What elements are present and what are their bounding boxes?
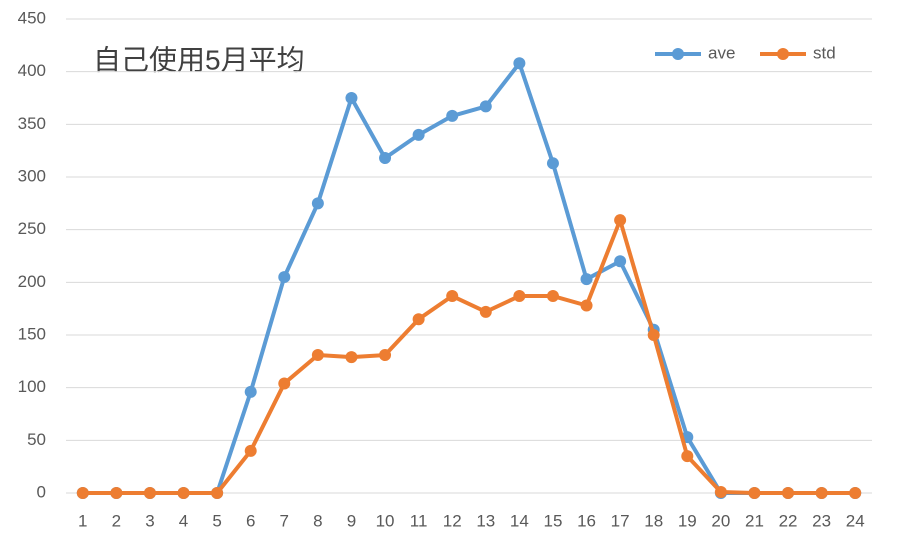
point — [614, 255, 627, 268]
point — [412, 313, 425, 326]
y-tick-label: 50 — [27, 430, 46, 449]
point — [513, 290, 526, 303]
legend-marker — [777, 48, 789, 60]
y-tick-label: 200 — [18, 272, 46, 291]
series-line — [82, 61, 856, 495]
point — [580, 273, 593, 286]
point — [278, 271, 291, 284]
y-tick-label: 100 — [18, 377, 46, 396]
x-tick-label: 20 — [711, 511, 730, 530]
series-line — [82, 218, 856, 495]
x-tick-label: 4 — [179, 511, 188, 530]
point — [479, 100, 492, 113]
point — [546, 157, 559, 170]
x-tick-label: 12 — [443, 511, 462, 530]
x-tick-label: 19 — [678, 511, 697, 530]
x-tick-label: 10 — [376, 511, 395, 530]
point — [714, 485, 727, 498]
point — [311, 197, 324, 210]
x-tick-label: 18 — [644, 511, 663, 530]
x-tick-label: 13 — [476, 511, 495, 530]
point — [647, 329, 660, 341]
x-tick-label: 9 — [347, 511, 356, 530]
point — [546, 290, 559, 303]
y-tick-label: 300 — [18, 166, 46, 185]
x-tick-label: 22 — [779, 511, 798, 530]
point — [244, 385, 257, 398]
x-tick-label: 7 — [280, 511, 289, 530]
point — [815, 487, 828, 499]
legend-marker — [672, 48, 684, 60]
y-tick-label: 0 — [37, 482, 46, 501]
x-tick-label: 6 — [246, 511, 255, 530]
point — [782, 487, 795, 499]
point — [681, 450, 694, 463]
point — [278, 377, 291, 390]
point — [345, 351, 358, 364]
x-tick-label: 23 — [812, 511, 831, 530]
x-tick-label: 1 — [78, 511, 87, 530]
x-tick-label: 3 — [145, 511, 154, 530]
point — [345, 92, 358, 104]
x-tick-label: 15 — [543, 511, 562, 530]
x-tick-label: 5 — [212, 511, 221, 530]
legend-label: ave — [708, 43, 735, 62]
x-tick-label: 24 — [846, 511, 865, 530]
point — [379, 349, 392, 362]
point — [614, 214, 627, 227]
y-tick-label: 350 — [18, 114, 46, 133]
point — [446, 290, 459, 303]
y-tick-label: 400 — [18, 61, 46, 80]
y-tick-label: 150 — [18, 324, 46, 343]
point — [76, 487, 89, 499]
x-tick-label: 8 — [313, 511, 322, 530]
point — [143, 487, 156, 499]
point — [379, 152, 392, 165]
point — [311, 349, 324, 362]
point — [110, 487, 123, 499]
point — [446, 109, 459, 122]
x-tick-label: 21 — [745, 511, 764, 530]
x-tick-label: 2 — [112, 511, 121, 530]
point — [479, 305, 492, 318]
point — [849, 487, 862, 499]
point — [748, 487, 761, 499]
point — [244, 444, 257, 457]
point — [177, 487, 190, 499]
legend-label: std — [813, 43, 836, 62]
y-tick-label: 250 — [18, 219, 46, 238]
x-tick-label: 17 — [611, 511, 630, 530]
point — [513, 57, 526, 70]
x-tick-label: 11 — [410, 511, 428, 530]
y-tick-label: 450 — [18, 8, 46, 27]
point — [211, 487, 224, 499]
point — [412, 128, 425, 141]
chart-title: 自己使用5月平均 — [93, 44, 305, 75]
x-tick-label: 16 — [577, 511, 596, 530]
x-tick-label: 14 — [510, 511, 529, 530]
point — [580, 299, 593, 312]
